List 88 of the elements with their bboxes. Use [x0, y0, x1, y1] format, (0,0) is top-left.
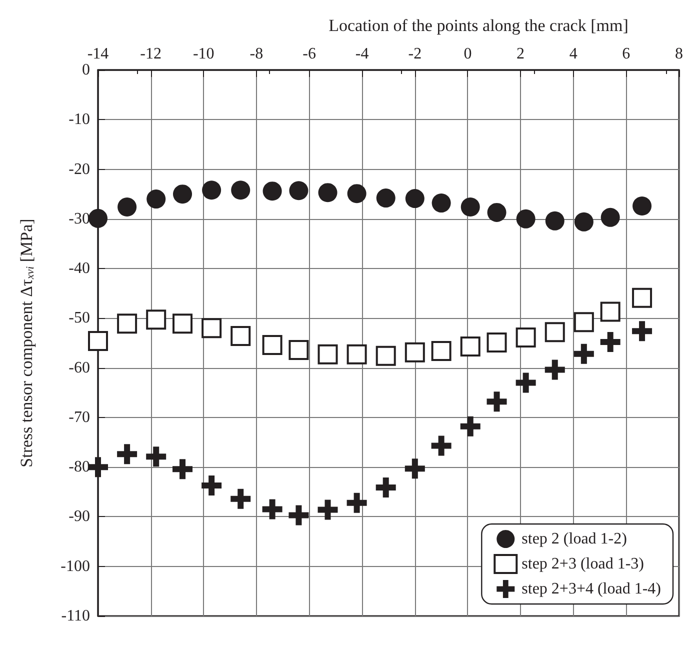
x-axis-title: Location of the points along the crack [mm]	[328, 16, 628, 35]
point	[376, 346, 396, 366]
point	[230, 488, 251, 509]
point	[146, 190, 166, 209]
x-tick-label: 8	[675, 46, 683, 62]
point	[405, 189, 424, 208]
point	[146, 310, 166, 330]
point	[173, 184, 192, 204]
legend-label: step 2+3 (load 1-3)	[522, 556, 644, 572]
point	[544, 360, 565, 380]
point	[574, 212, 594, 232]
x-tick-label: -12	[140, 46, 162, 62]
point	[318, 344, 338, 364]
point	[574, 312, 594, 332]
x-tick-label: -4	[355, 46, 369, 62]
point	[516, 372, 536, 393]
point	[544, 322, 565, 342]
point	[117, 314, 138, 334]
y-tick-label: -50	[68, 310, 90, 327]
point	[632, 196, 652, 216]
point	[600, 332, 620, 352]
point	[289, 181, 308, 200]
point	[600, 302, 620, 322]
point	[432, 194, 451, 213]
point	[516, 328, 536, 348]
point	[376, 477, 396, 498]
point	[574, 344, 594, 364]
point	[88, 457, 108, 478]
x-tick-label: 6	[622, 46, 630, 62]
x-tick-label: 4	[569, 46, 578, 62]
point	[318, 183, 338, 202]
y-tick-label: -40	[68, 260, 90, 278]
point	[231, 180, 250, 200]
y-tick-label: 0	[82, 62, 90, 78]
point	[632, 288, 652, 308]
point	[172, 314, 193, 334]
point	[486, 332, 507, 353]
y-tick-label: -90	[68, 508, 90, 526]
x-tick-label: -14	[87, 46, 109, 62]
x-tick-label: 0	[464, 46, 472, 62]
point	[516, 209, 536, 228]
point	[404, 342, 425, 362]
point	[404, 458, 425, 479]
point	[202, 475, 222, 496]
x-tick-label: 2	[516, 46, 525, 62]
x-tick-label: -2	[408, 46, 422, 62]
point	[431, 340, 452, 361]
point	[146, 446, 166, 467]
x-tick-label: -8	[250, 46, 264, 62]
point	[431, 436, 452, 456]
point	[262, 499, 282, 520]
point	[486, 392, 507, 412]
y-axis-title: Stress tensor component Δτxvi [MPa]	[17, 218, 36, 468]
y-tick-label: -20	[68, 160, 90, 178]
point	[202, 180, 222, 200]
point	[118, 198, 137, 216]
point	[487, 202, 506, 222]
point	[230, 326, 251, 346]
point	[88, 208, 108, 228]
point	[117, 444, 138, 464]
point	[318, 500, 338, 520]
point	[172, 459, 193, 480]
point	[346, 344, 367, 364]
point	[288, 505, 309, 526]
point	[88, 331, 108, 352]
point	[202, 318, 222, 338]
x-tick-label: -6	[302, 46, 316, 62]
y-tick-label: -110	[61, 608, 90, 624]
point	[460, 336, 480, 356]
y-tick-label: -60	[68, 359, 90, 376]
point	[262, 182, 282, 201]
point	[262, 334, 282, 355]
y-tick-label: -70	[68, 408, 90, 426]
point	[545, 211, 564, 230]
point	[600, 208, 620, 227]
point	[632, 321, 652, 342]
x-tick-label: -10	[192, 46, 214, 62]
y-tick-label: -30	[68, 210, 90, 228]
point	[460, 198, 480, 216]
legend-label: step 2 (load 1-2)	[522, 530, 627, 548]
point	[288, 340, 309, 360]
point	[460, 416, 480, 436]
point	[347, 184, 366, 204]
legend-label: step 2+3+4 (load 1-4)	[522, 580, 662, 598]
point	[346, 492, 367, 513]
point	[376, 188, 396, 208]
y-tick-label: -100	[60, 558, 90, 575]
y-tick-label: -10	[68, 111, 90, 128]
